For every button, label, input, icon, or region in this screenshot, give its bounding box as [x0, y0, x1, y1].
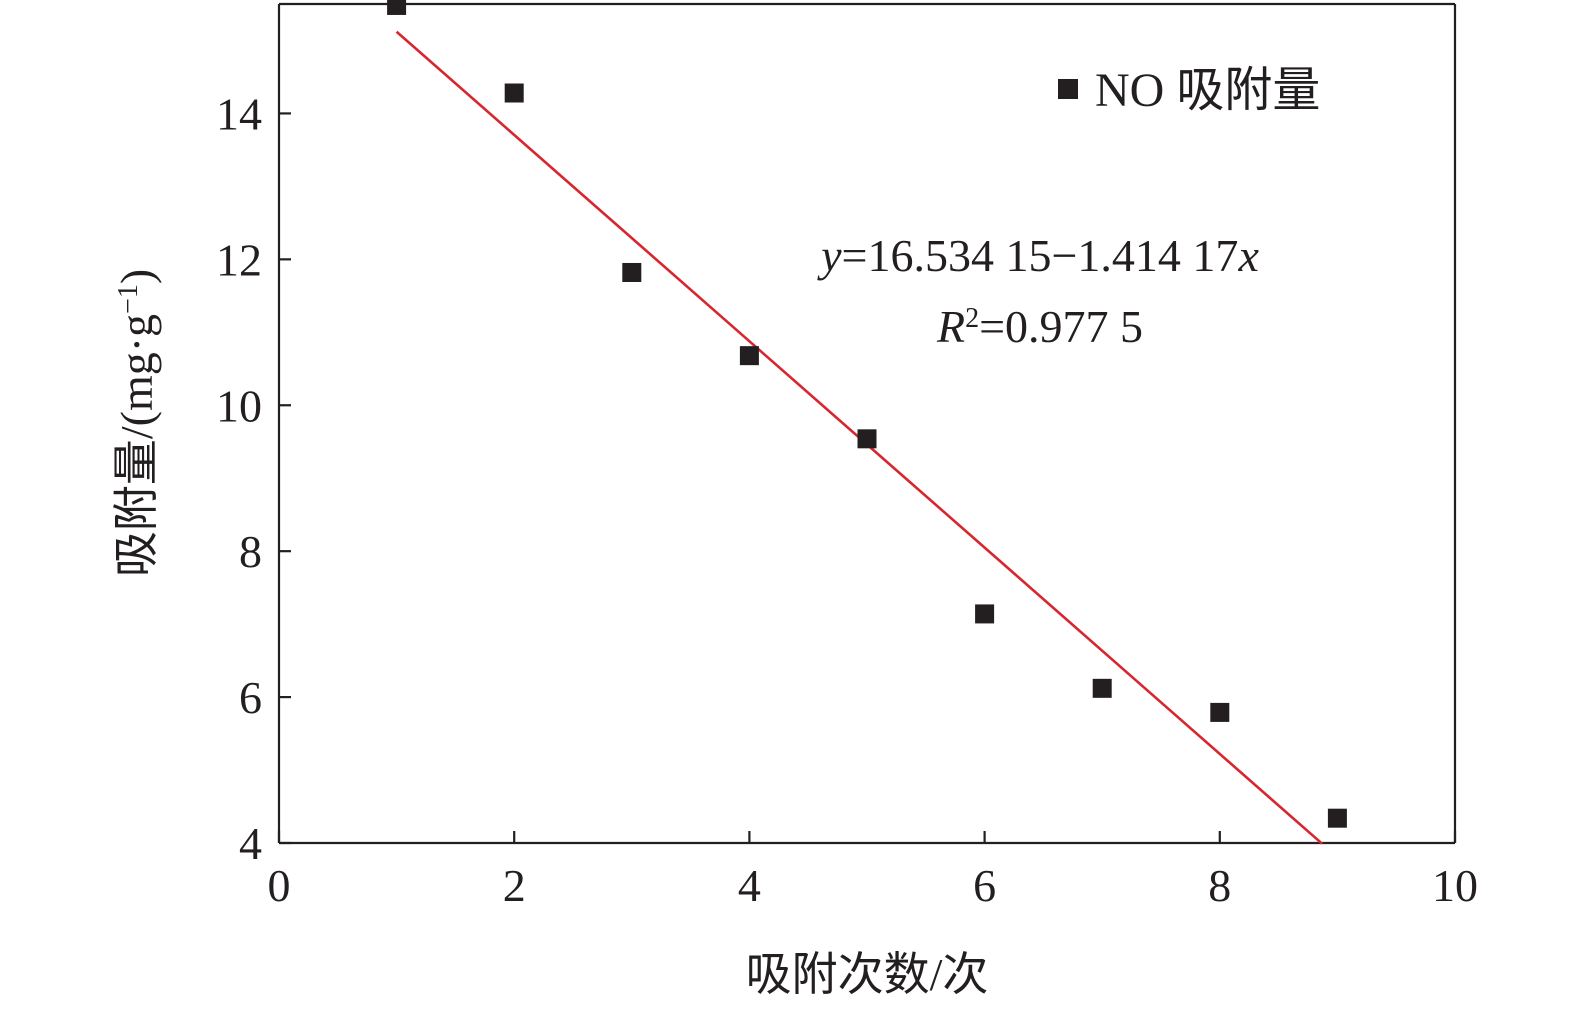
data-point [739, 346, 759, 366]
fit-equation: y=16.534 15−1.414 17x [817, 230, 1259, 281]
x-ticks: 0 2 4 6 8 10 [268, 831, 1478, 911]
x-axis-title: 吸附次数/次 [746, 949, 989, 1000]
plot-area [277, 2, 1457, 845]
y-tick-label: 10 [216, 380, 262, 431]
legend: NO 吸附量 [1058, 64, 1320, 117]
y-tick-label: 6 [239, 672, 262, 723]
data-point [504, 83, 524, 103]
x-tick-label: 10 [1432, 860, 1478, 911]
x-tick-label: 0 [268, 860, 291, 911]
y-axis-title: 吸附量/(mg·g−1) [111, 269, 162, 577]
data-points [387, 0, 1347, 828]
fit-r-squared: R2=0.977 5 [936, 301, 1143, 352]
data-point [387, 0, 407, 15]
data-point [622, 262, 642, 282]
data-point [1092, 678, 1112, 698]
y-tick-label: 14 [216, 88, 262, 139]
x-tick-label: 4 [738, 860, 761, 911]
y-ticks: 4 6 8 10 12 14 [216, 88, 291, 869]
legend-marker [1058, 79, 1078, 99]
legend-label: NO 吸附量 [1095, 64, 1320, 117]
data-point [1210, 702, 1230, 722]
x-tick-label: 2 [503, 860, 526, 911]
y-tick-label: 12 [216, 234, 262, 285]
y-tick-label: 8 [239, 526, 262, 577]
data-point [857, 429, 877, 449]
data-point [975, 604, 995, 624]
x-tick-label: 8 [1208, 860, 1231, 911]
x-tick-label: 6 [973, 860, 996, 911]
data-point [1327, 808, 1347, 828]
y-tick-label: 4 [239, 818, 262, 869]
